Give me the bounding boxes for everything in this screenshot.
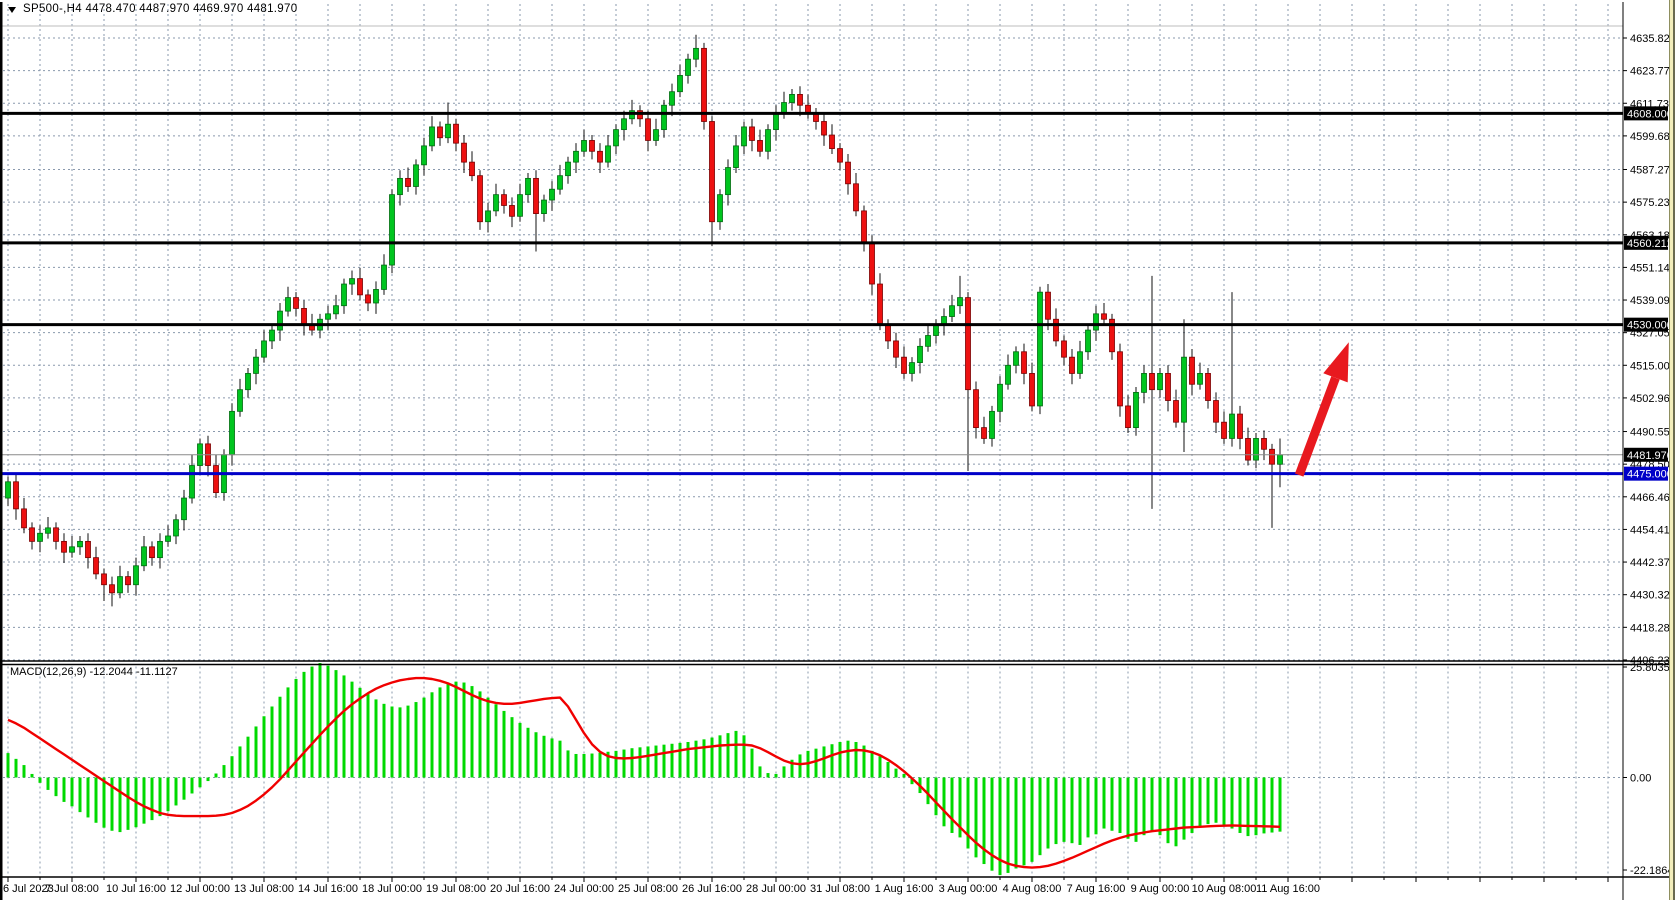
time-tick-label: 7 Jul 08:00 — [45, 883, 99, 895]
price-tick-label: 4466.460 — [1630, 492, 1675, 504]
svg-text:4560.212: 4560.212 — [1627, 238, 1673, 250]
macd-tick-label: -22.1864 — [1630, 865, 1673, 877]
time-tick-label: 31 Jul 08:00 — [810, 883, 870, 895]
price-tick-label: 4502.960 — [1630, 393, 1675, 405]
price-label-4560.212: 4560.212 — [1624, 235, 1673, 250]
macd-signal-line — [7, 676, 1281, 869]
time-tick-label: 7 Aug 16:00 — [1067, 883, 1126, 895]
candles-layer — [5, 34, 1283, 607]
price-tick-label: 4454.415 — [1630, 524, 1675, 536]
time-tick-label: 11 Aug 16:00 — [1256, 883, 1320, 895]
price-axis: 4635.8204623.7754611.7304599.6854587.275… — [1623, 33, 1675, 877]
time-tick-label: 19 Jul 08:00 — [426, 883, 486, 895]
price-tick-label: 4635.820 — [1630, 33, 1675, 45]
time-tick-label: 10 Aug 08:00 — [1192, 883, 1257, 895]
svg-text:4530.000: 4530.000 — [1627, 320, 1673, 332]
price-tick-label: 4587.275 — [1630, 165, 1675, 177]
time-tick-label: 3 Aug 00:00 — [939, 883, 998, 895]
macd-layer — [6, 662, 1282, 876]
time-tick-label: 18 Jul 00:00 — [362, 883, 422, 895]
price-tick-label: 4539.095 — [1630, 295, 1675, 307]
svg-text:4608.000: 4608.000 — [1627, 108, 1673, 120]
price-tick-label: 4490.550 — [1630, 427, 1675, 439]
grid-layer — [0, 4, 1623, 876]
price-label-4530.000: 4530.000 — [1624, 317, 1673, 332]
price-tick-label: 4551.140 — [1630, 262, 1675, 274]
time-tick-label: 10 Jul 16:00 — [106, 883, 166, 895]
time-tick-label: 4 Aug 08:00 — [1003, 883, 1062, 895]
price-label-4475.000: 4475.000 — [1624, 466, 1673, 481]
time-tick-label: 13 Jul 08:00 — [234, 883, 294, 895]
time-tick-label: 6 Jul 2023 — [3, 883, 54, 895]
price-tick-label: 4406.235 — [1630, 655, 1675, 667]
price-tick-label: 4418.280 — [1630, 622, 1675, 634]
time-tick-label: 24 Jul 00:00 — [554, 883, 614, 895]
price-tick-label: 4623.775 — [1630, 66, 1675, 78]
price-label-4608.000: 4608.000 — [1624, 106, 1673, 121]
time-tick-label: 28 Jul 00:00 — [746, 883, 806, 895]
time-tick-label: 14 Jul 16:00 — [298, 883, 358, 895]
chart-header: SP500-,H4 4478.470 4487.970 4469.970 448… — [0, 2, 1600, 16]
hlines-layer[interactable] — [0, 111, 1623, 476]
macd-tick-label: 0.00 — [1630, 773, 1651, 785]
time-tick-label: 26 Jul 16:00 — [682, 883, 742, 895]
window-right-edge — [1669, 0, 1675, 900]
svg-text:4475.000: 4475.000 — [1627, 469, 1673, 481]
price-tick-label: 4442.370 — [1630, 557, 1675, 569]
price-tick-label: 4430.325 — [1630, 590, 1675, 602]
macd-indicator-label: MACD(12,26,9) -12.2044 -11.1127 — [10, 666, 178, 678]
price-label-4481.970: 4481.970 — [1624, 447, 1673, 462]
chart-title-ohlc: SP500-,H4 4478.470 4487.970 4469.970 448… — [23, 3, 298, 15]
trend-arrow[interactable] — [1294, 342, 1349, 477]
time-tick-label: 25 Jul 08:00 — [618, 883, 678, 895]
time-tick-label: 1 Aug 16:00 — [875, 883, 934, 895]
symbol-dropdown-icon[interactable] — [8, 6, 16, 13]
time-tick-label: 20 Jul 16:00 — [490, 883, 550, 895]
time-tick-label: 9 Aug 00:00 — [1131, 883, 1190, 895]
price-tick-label: 4599.685 — [1630, 131, 1675, 143]
price-tick-label: 4515.005 — [1630, 360, 1675, 372]
svg-text:4481.970: 4481.970 — [1627, 450, 1673, 462]
time-tick-label: 12 Jul 00:00 — [170, 883, 230, 895]
price-tick-label: 4575.230 — [1630, 197, 1675, 209]
macd-tick-label: 25.8035 — [1630, 662, 1670, 674]
